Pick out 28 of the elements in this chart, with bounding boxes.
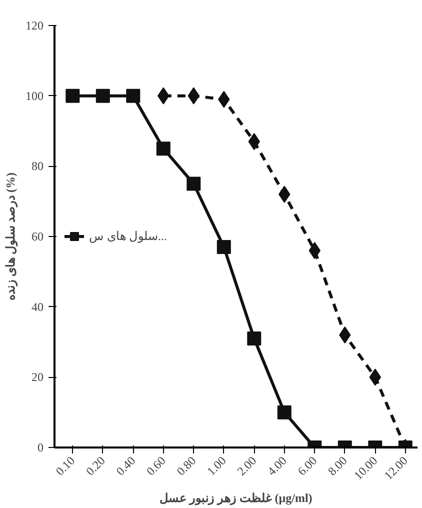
point xyxy=(216,240,231,254)
x-tick-label: 0.20 xyxy=(83,454,108,478)
x-tick-label: 8.00 xyxy=(325,454,350,478)
x-tick-label: 4.00 xyxy=(264,454,290,478)
point xyxy=(247,331,262,346)
y-tick-label: 40 xyxy=(32,300,44,314)
point xyxy=(96,88,110,103)
y-tick-label: 100 xyxy=(26,88,44,103)
x-tick-label: 0.80 xyxy=(174,454,199,478)
y-axis-title: درصد سلول های زنده (%) xyxy=(4,172,18,300)
y-tick-label: 120 xyxy=(26,18,44,32)
x-tick-label: 1.00 xyxy=(204,454,229,478)
point xyxy=(126,88,140,103)
point xyxy=(156,142,170,156)
point xyxy=(66,88,80,103)
x-tick-label: 2.00 xyxy=(234,454,260,478)
y-tick-label: 80 xyxy=(32,159,44,174)
point xyxy=(277,405,292,420)
x-axis-title: غلظت زهر زنبور عسل (µg/ml) xyxy=(160,491,312,506)
x-tick-label: 6.00 xyxy=(294,454,320,478)
point xyxy=(186,176,201,191)
y-tick-label: 0 xyxy=(38,440,44,454)
x-tick-label: 0.10 xyxy=(52,454,78,478)
y-tick-label: 60 xyxy=(32,230,44,244)
y-tick-label: 20 xyxy=(32,370,44,384)
legend-label: سلول های س... xyxy=(89,228,167,244)
x-tick-label: 0.60 xyxy=(144,454,168,478)
x-tick-label: 0.40 xyxy=(113,454,138,478)
